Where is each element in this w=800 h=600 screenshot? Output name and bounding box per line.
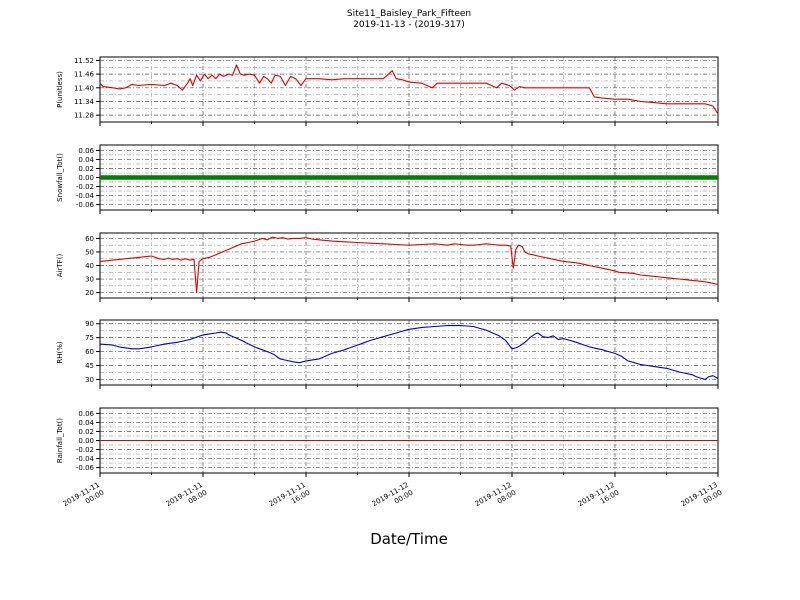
xaxis-label: Date/Time: [370, 530, 448, 548]
panel-2: 20 30 40 50 60 AirTF(): [56, 232, 719, 302]
y-tick-label: 0.06: [78, 147, 94, 155]
y-tick-label: -0.06: [76, 464, 95, 472]
series-line: [99, 236, 719, 294]
chart-title: Site11_Baisley_Park_Fifteen: [346, 9, 472, 19]
y-tick-label: 45: [85, 362, 94, 370]
y-tick-label: 0.04: [78, 156, 94, 164]
y-tick-label: -0.06: [76, 201, 95, 209]
y-tick-label: 0.02: [78, 165, 94, 173]
y-axis-label: P(unitless): [56, 71, 64, 108]
x-tick-label: 2019-11-1100:00: [62, 481, 106, 516]
y-axis-label: RH(%): [56, 341, 64, 364]
y-tick-label: 50: [85, 248, 94, 256]
y-tick-label: -0.02: [76, 183, 94, 191]
chart-subtitle: 2019-11-13 - (2019-317): [353, 20, 465, 30]
x-tick-label: 2019-11-1108:00: [165, 481, 209, 516]
y-tick-label: 11.28: [74, 112, 94, 120]
panel-4: -0.06-0.04-0.020.000.020.040.06 Rainfall_…: [56, 407, 719, 477]
panel-3: 30 45 60 75 90 RH(%): [56, 319, 719, 389]
x-tick-label: 2019-11-1300:00: [680, 481, 724, 516]
y-tick-label: 11.34: [74, 98, 95, 106]
y-tick-label: 11.46: [74, 71, 95, 79]
y-tick-label: 11.40: [74, 84, 94, 92]
y-tick-label: 60: [85, 235, 94, 243]
y-tick-label: 30: [85, 276, 94, 284]
y-tick-label: 75: [85, 334, 94, 342]
y-tick-label: 90: [85, 320, 94, 328]
y-tick-label: 40: [85, 262, 94, 270]
x-tick-label: 2019-11-1200:00: [371, 481, 415, 516]
y-tick-label: -0.02: [76, 446, 94, 454]
series-line: [99, 325, 719, 380]
y-tick-label: 20: [85, 289, 94, 297]
x-tick-label: 2019-11-1116:00: [268, 481, 312, 516]
y-axis-label: AirTF(): [56, 254, 64, 278]
panel-0: 11.28 11.34 11.40 11.46 11.52 P(unitless): [56, 56, 719, 126]
y-axis-label: Snowfall_Tot(): [56, 153, 64, 202]
x-tick-label: 2019-11-1216:00: [577, 481, 621, 516]
y-tick-label: -0.04: [76, 455, 95, 463]
y-tick-label: 11.52: [74, 57, 94, 65]
series-line: [99, 64, 719, 115]
y-tick-label: 0.00: [78, 437, 94, 445]
y-tick-label: -0.04: [76, 192, 95, 200]
y-tick-label: 0.04: [78, 419, 94, 427]
y-axis-label: Rainfall_Tot(): [56, 418, 64, 463]
y-tick-label: 0.02: [78, 428, 94, 436]
y-tick-label: 60: [85, 348, 94, 356]
y-tick-label: 0.06: [78, 410, 94, 418]
y-tick-label: 30: [85, 376, 94, 384]
x-tick-label: 2019-11-1208:00: [474, 481, 518, 516]
y-tick-label: 0.00: [78, 174, 94, 182]
panel-1: -0.06-0.04-0.020.000.020.040.06 Snowfall_…: [56, 144, 719, 214]
